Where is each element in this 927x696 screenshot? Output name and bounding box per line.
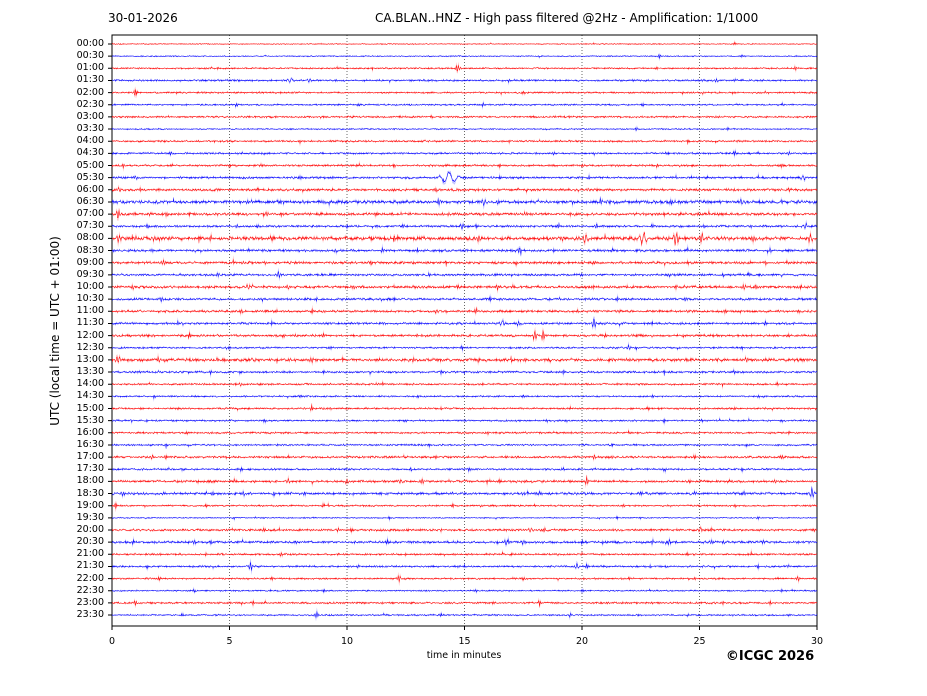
x-tick-label: 25 <box>693 636 706 647</box>
row-time-label: 05:30 <box>76 171 104 183</box>
row-time-label: 20:00 <box>76 524 104 535</box>
row-time-label: 10:30 <box>76 293 104 305</box>
row-time-label: 23:30 <box>76 609 104 621</box>
row-time-label: 05:00 <box>76 159 104 171</box>
date-label: 30-01-2026 <box>108 11 178 25</box>
x-tick-label: 10 <box>340 636 354 647</box>
row-time-label: 02:00 <box>76 86 104 98</box>
row-time-label: 23:00 <box>76 596 104 608</box>
row-time-label: 19:30 <box>76 511 104 523</box>
row-time-label: 07:30 <box>76 220 104 232</box>
row-time-label: 22:30 <box>76 584 104 596</box>
plot-title: CA.BLAN..HNZ - High pass filtered @2Hz -… <box>375 11 759 25</box>
row-time-label: 06:00 <box>76 183 104 195</box>
row-time-label: 14:30 <box>76 390 104 402</box>
row-time-label: 16:30 <box>76 438 104 450</box>
row-time-label: 18:30 <box>76 487 104 499</box>
row-time-label: 21:30 <box>76 560 104 572</box>
row-time-label: 12:30 <box>76 341 104 353</box>
row-time-label: 16:00 <box>76 426 104 438</box>
row-time-label: 03:00 <box>76 110 104 122</box>
row-time-label: 17:30 <box>76 463 104 475</box>
row-time-label: 09:30 <box>76 268 104 280</box>
row-time-label: 10:00 <box>76 281 104 292</box>
x-tick-label: 15 <box>458 636 471 647</box>
row-time-label: 18:00 <box>76 475 104 487</box>
row-time-label: 09:00 <box>76 256 104 268</box>
row-time-label: 13:30 <box>76 366 104 378</box>
row-time-label: 08:00 <box>76 232 104 244</box>
row-time-label: 04:30 <box>76 147 104 159</box>
row-time-label: 20:30 <box>76 536 104 548</box>
row-time-label: 07:00 <box>76 208 104 220</box>
row-time-label: 19:00 <box>76 499 104 511</box>
row-time-label: 03:30 <box>76 123 104 135</box>
x-tick-label: 20 <box>575 636 589 647</box>
row-time-label: 13:00 <box>76 353 104 365</box>
row-time-label: 17:00 <box>76 451 104 463</box>
row-time-label: 06:30 <box>76 195 104 207</box>
row-time-label: 22:00 <box>76 572 104 584</box>
row-time-label: 14:00 <box>76 378 104 390</box>
row-time-label: 11:00 <box>76 305 104 317</box>
copyright-label: ©ICGC 2026 <box>725 649 815 664</box>
x-tick-label: 5 <box>226 636 233 647</box>
x-axis-label: time in minutes <box>426 650 502 661</box>
row-time-label: 15:00 <box>76 402 104 414</box>
row-time-label: 12:00 <box>76 329 104 341</box>
row-time-label: 11:30 <box>76 317 104 329</box>
row-time-label: 15:30 <box>76 414 104 426</box>
row-time-label: 01:00 <box>76 62 104 74</box>
row-time-label: 08:30 <box>76 244 104 256</box>
row-time-label: 02:30 <box>76 98 104 110</box>
row-time-label: 21:00 <box>76 548 104 560</box>
row-time-label: 00:30 <box>76 50 104 62</box>
row-time-label: 01:30 <box>76 74 104 86</box>
row-time-label: 00:00 <box>76 38 104 49</box>
row-time-label: 04:00 <box>76 135 104 147</box>
x-tick-label: 30 <box>810 636 824 647</box>
x-tick-label: 0 <box>108 636 116 647</box>
